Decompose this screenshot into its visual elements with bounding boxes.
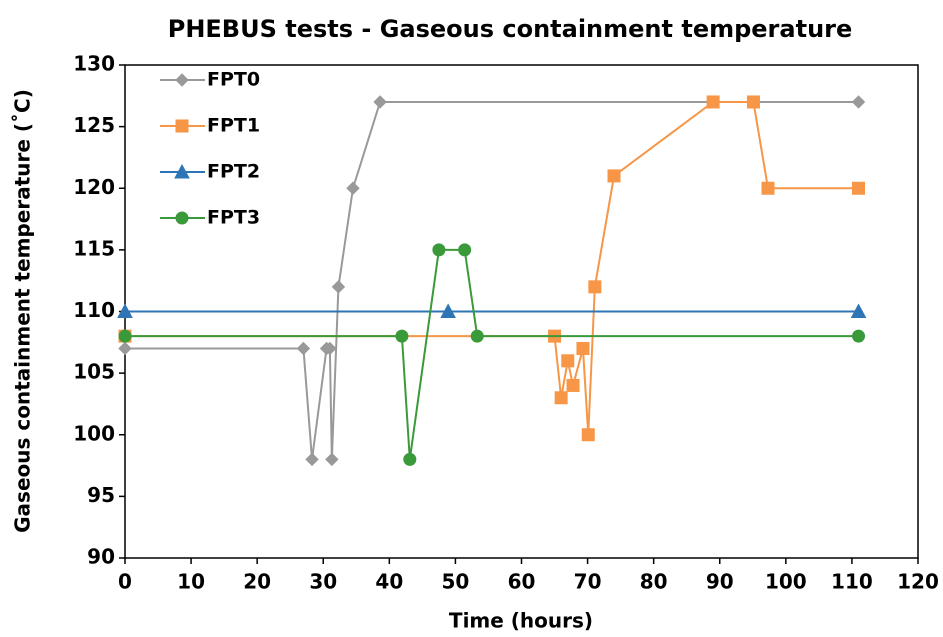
x-tick-label: 0 bbox=[118, 570, 132, 594]
series-line bbox=[125, 100, 859, 435]
x-tick-label: 10 bbox=[177, 570, 205, 594]
data-point bbox=[432, 243, 446, 257]
data-point bbox=[470, 329, 484, 343]
x-tick-label: 50 bbox=[441, 570, 469, 594]
x-tick-label: 60 bbox=[508, 570, 536, 594]
data-point bbox=[561, 354, 575, 368]
data-point bbox=[850, 303, 867, 318]
x-tick-label: 20 bbox=[243, 570, 271, 594]
x-tick-label: 70 bbox=[574, 570, 602, 594]
x-tick-label: 30 bbox=[309, 570, 337, 594]
data-point bbox=[746, 95, 760, 109]
legend-label: FPT1 bbox=[207, 115, 260, 137]
data-point bbox=[323, 341, 337, 356]
x-tick-label: 90 bbox=[706, 570, 734, 594]
data-point bbox=[117, 303, 133, 318]
legend-label: FPT2 bbox=[207, 161, 260, 183]
data-point bbox=[403, 452, 417, 466]
data-point bbox=[373, 95, 387, 109]
data-point bbox=[581, 428, 595, 442]
legend-marker bbox=[175, 73, 189, 87]
data-point bbox=[331, 280, 346, 294]
data-point bbox=[607, 169, 621, 183]
y-tick-label: 95 bbox=[87, 483, 115, 507]
data-point bbox=[851, 95, 866, 109]
data-point bbox=[458, 243, 472, 257]
x-tick-label: 120 bbox=[897, 570, 939, 594]
y-tick-label: 90 bbox=[87, 545, 115, 569]
data-point bbox=[395, 329, 409, 343]
series-line bbox=[125, 248, 859, 460]
data-point bbox=[706, 95, 720, 109]
y-axis-label: Gaseous containment temperature (˚C) bbox=[11, 89, 35, 533]
data-point bbox=[440, 303, 456, 318]
data-point bbox=[566, 378, 580, 392]
data-point bbox=[852, 329, 866, 343]
data-point bbox=[346, 181, 360, 195]
x-tick-label: 100 bbox=[765, 570, 807, 594]
y-tick-label: 130 bbox=[73, 52, 115, 76]
y-tick-label: 100 bbox=[73, 421, 115, 445]
x-tick-label: 40 bbox=[375, 570, 403, 594]
data-point bbox=[588, 280, 602, 294]
data-point bbox=[761, 181, 775, 195]
data-point bbox=[554, 391, 568, 405]
x-tick-label: 110 bbox=[831, 570, 873, 594]
data-point bbox=[325, 452, 339, 467]
x-tick-label: 80 bbox=[640, 570, 668, 594]
legend-label: FPT3 bbox=[207, 207, 260, 229]
legend-label: FPT0 bbox=[207, 69, 260, 91]
chart-title: PHEBUS tests - Gaseous containment tempe… bbox=[168, 15, 853, 43]
y-tick-label: 125 bbox=[73, 113, 115, 137]
data-point bbox=[852, 181, 866, 195]
data-point bbox=[296, 341, 311, 356]
data-point bbox=[118, 341, 132, 356]
y-tick-label: 115 bbox=[73, 236, 115, 260]
y-tick-label: 105 bbox=[73, 360, 115, 384]
y-tick-label: 110 bbox=[73, 298, 115, 322]
legend-marker bbox=[175, 119, 189, 133]
legend-marker bbox=[174, 163, 190, 179]
x-axis-label: Time (hours) bbox=[449, 609, 593, 633]
series-line bbox=[125, 100, 859, 460]
data-point bbox=[576, 341, 590, 355]
data-point bbox=[118, 329, 132, 343]
legend-marker bbox=[175, 211, 189, 225]
y-tick-label: 120 bbox=[73, 175, 115, 199]
data-point bbox=[305, 452, 319, 467]
